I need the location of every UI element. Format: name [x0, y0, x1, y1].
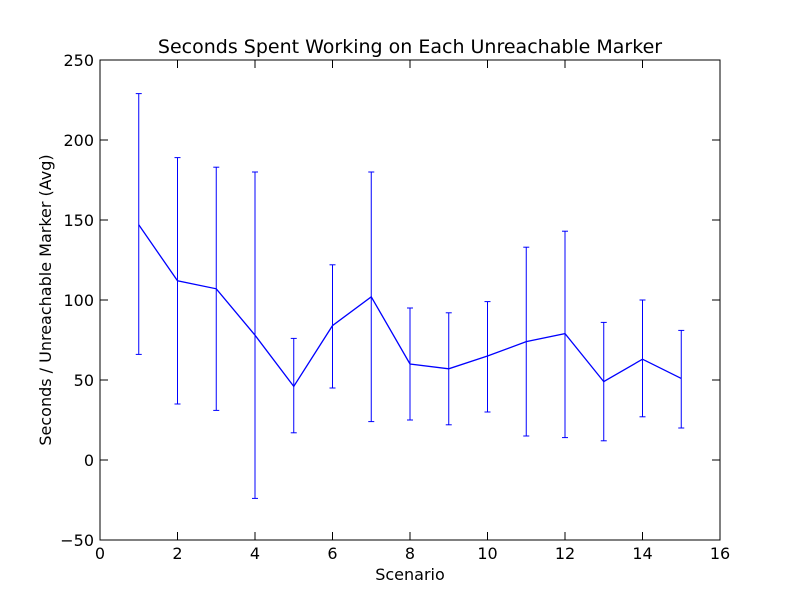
y-tick-label: 150	[63, 211, 94, 230]
chart-title: Seconds Spent Working on Each Unreachabl…	[158, 36, 662, 58]
x-tick-label: 8	[405, 544, 415, 563]
x-tick-label: 0	[95, 544, 105, 563]
plot-frame	[99, 59, 721, 541]
x-tick-label: 4	[250, 544, 260, 563]
plot-area	[100, 60, 720, 540]
y-axis-title: Seconds / Unreachable Marker (Avg)	[36, 154, 55, 445]
x-tick-label: 10	[477, 544, 497, 563]
y-tick-label: 100	[63, 291, 94, 310]
x-tick-label: 6	[327, 544, 337, 563]
x-tick-label: 12	[555, 544, 575, 563]
x-tick-label: 16	[710, 544, 730, 563]
y-tick-label: 50	[74, 371, 94, 390]
y-tick-label: 200	[63, 131, 94, 150]
series-line	[138, 224, 682, 388]
y-tick-label: 250	[63, 51, 94, 70]
x-tick-label: 14	[632, 544, 652, 563]
x-tick-label: 2	[172, 544, 182, 563]
x-axis-title: Scenario	[375, 565, 445, 584]
y-tick-label: −50	[60, 531, 94, 550]
y-tick-label: 0	[84, 451, 94, 470]
